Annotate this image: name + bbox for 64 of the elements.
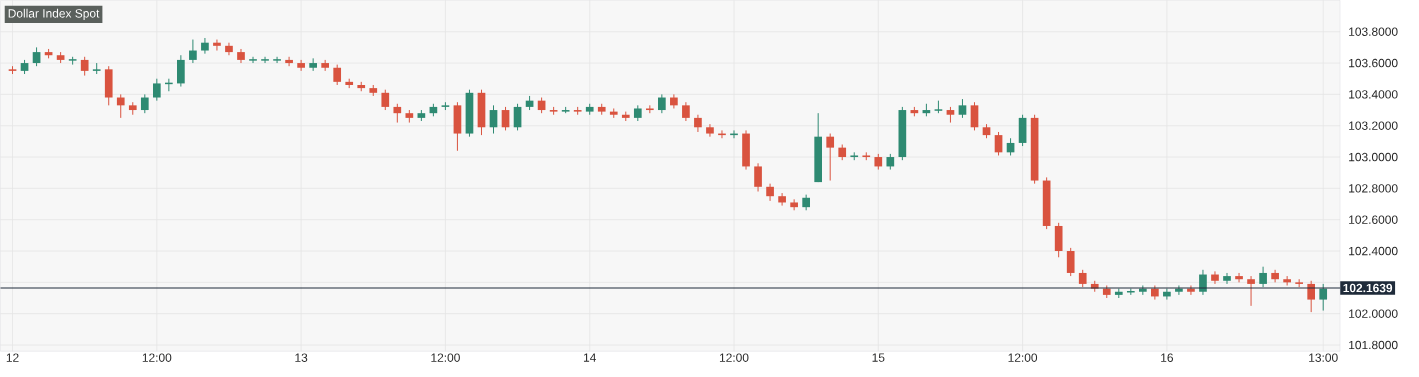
y-tick-label: 103.4000 [1349, 90, 1398, 99]
candlestick [694, 114, 702, 133]
candlestick [1066, 247, 1075, 277]
x-tick-label: 15 [872, 353, 885, 362]
candlestick [309, 57, 317, 72]
candlestick [213, 38, 221, 51]
candlestick [1235, 272, 1243, 283]
x-tick-label: 12:00 [142, 353, 172, 362]
candlestick [826, 132, 835, 181]
y-tick-label: 103.6000 [1349, 58, 1398, 68]
candlestick [393, 103, 402, 123]
candlestick [177, 54, 185, 87]
x-tick-label: 12 [6, 353, 19, 362]
x-tick-label: 12:00 [1008, 353, 1038, 362]
x-tick-label: 14 [583, 353, 596, 362]
y-tick-label: 101.8000 [1349, 340, 1398, 350]
candlestick [1247, 275, 1255, 307]
candlestick [272, 56, 282, 64]
candlestick [333, 64, 342, 86]
y-tick-label: 103.8000 [1349, 27, 1398, 36]
candlestick [670, 93, 678, 109]
candlestick [285, 56, 293, 67]
candlestick [116, 93, 125, 119]
x-tick-label: 13:00 [1309, 353, 1338, 362]
candlestick [1271, 269, 1279, 283]
candlestick [189, 38, 197, 64]
y-tick-label: 102.6000 [1349, 215, 1398, 224]
candlestick [140, 93, 149, 114]
candlestick [1211, 270, 1219, 285]
candlestick [1283, 275, 1291, 286]
y-tick-label: 103.2000 [1349, 121, 1398, 130]
y-tick-label: 103.0000 [1349, 152, 1398, 162]
candlestick [1223, 272, 1231, 285]
candlestick [297, 59, 305, 72]
candlestick [766, 183, 774, 202]
candlestick [970, 101, 979, 131]
x-tick-label: 12:00 [719, 353, 749, 362]
candlestick [754, 162, 762, 192]
candlestick [201, 37, 209, 55]
candlestick [225, 42, 233, 56]
candlestick [1307, 280, 1316, 313]
candlestick [1319, 283, 1328, 311]
x-tick-label: 13 [295, 353, 308, 362]
candlestick [1199, 269, 1207, 296]
y-tick-label: 102.8000 [1349, 184, 1398, 193]
candlestick [1259, 266, 1267, 288]
candlestick [778, 192, 786, 206]
candlestick [958, 98, 967, 119]
candlestick [658, 93, 666, 114]
text: Dollar Index Spot [8, 8, 100, 20]
candlestick [260, 56, 270, 64]
candlestick [682, 101, 690, 122]
y-tick-label: 102.0000 [1349, 309, 1398, 318]
candlestick [706, 123, 714, 138]
candlestick [248, 56, 258, 64]
candlestick [32, 46, 41, 67]
y-tick-label: 102.4000 [1349, 246, 1398, 256]
candlestick [152, 78, 161, 102]
candlestick [80, 56, 89, 76]
x-tick-label: 12:00 [431, 353, 460, 362]
candlestick [381, 89, 390, 111]
ref-line-label: 102.1639 [1343, 283, 1393, 293]
candlestick [790, 198, 798, 211]
x-tick-label: 16 [1161, 353, 1174, 362]
